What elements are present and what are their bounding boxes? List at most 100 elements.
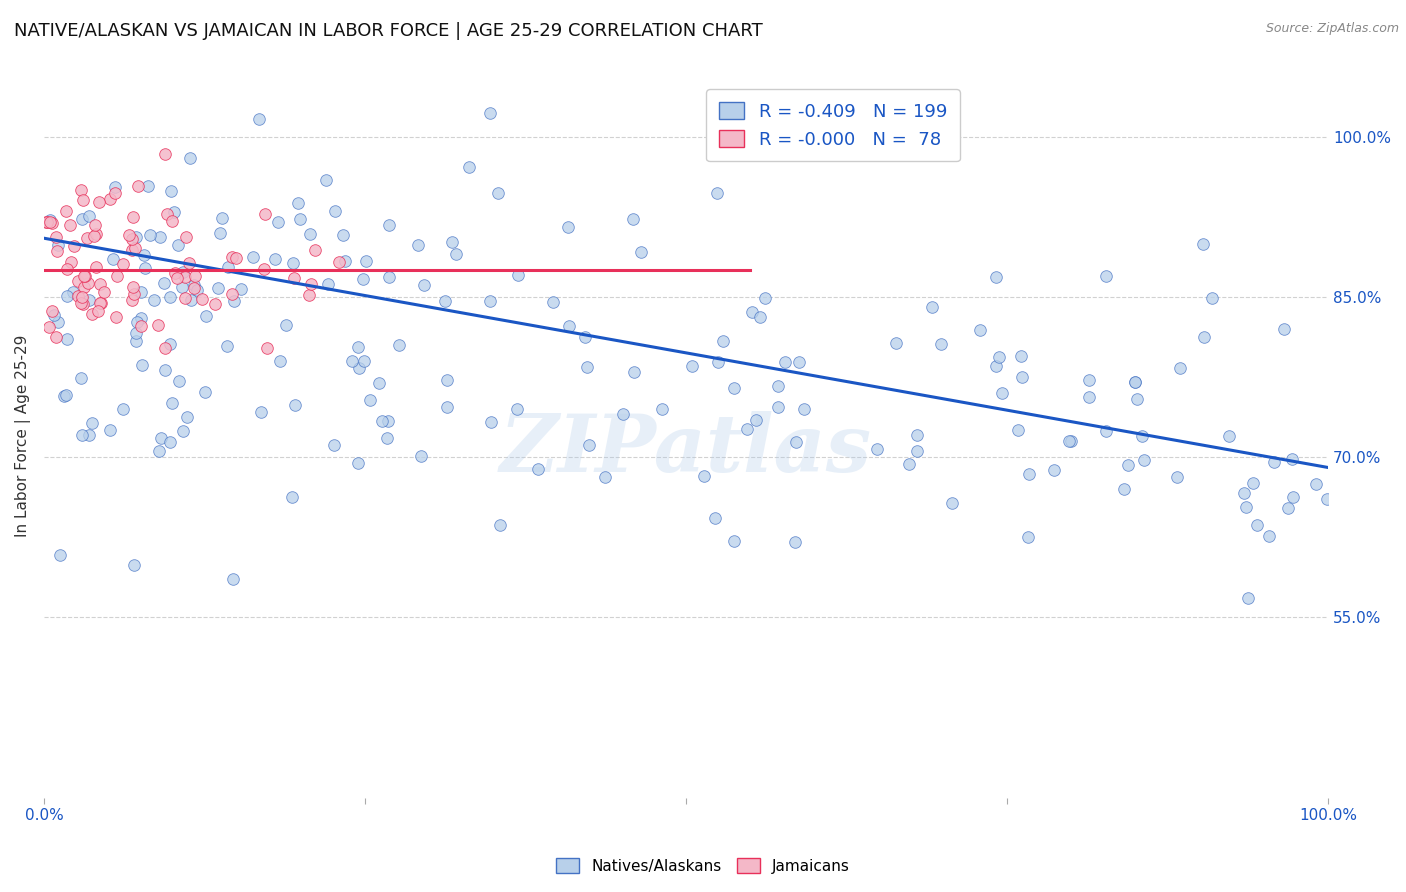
- Point: [53, 389, 76, 403]
- Point: [231, 282, 253, 296]
- Point: [204, 296, 226, 310]
- Point: [174, 269, 197, 284]
- Point: [768, 379, 790, 393]
- Point: [354, 254, 377, 268]
- Point: [167, 374, 190, 388]
- Point: [172, 424, 194, 438]
- Point: [527, 461, 550, 475]
- Point: [575, 360, 598, 375]
- Point: [35, 215, 58, 229]
- Point: [221, 250, 243, 264]
- Point: [984, 269, 1007, 284]
- Point: [225, 251, 247, 265]
- Point: [1237, 591, 1260, 605]
- Point: [693, 469, 716, 483]
- Point: [253, 261, 276, 276]
- Point: [263, 252, 285, 266]
- Point: [129, 285, 152, 299]
- Point: [134, 260, 156, 275]
- Point: [124, 241, 146, 255]
- Point: [184, 268, 207, 283]
- Point: [1126, 392, 1149, 407]
- Point: [787, 355, 810, 369]
- Point: [67, 274, 90, 288]
- Point: [152, 276, 174, 290]
- Point: [785, 534, 807, 549]
- Point: [1277, 501, 1299, 516]
- Point: [87, 304, 110, 318]
- Point: [125, 326, 148, 340]
- Point: [72, 297, 94, 311]
- Point: [921, 300, 943, 314]
- Point: [127, 178, 149, 193]
- Point: [287, 196, 309, 211]
- Point: [172, 280, 194, 294]
- Point: [375, 430, 398, 444]
- Point: [444, 246, 467, 260]
- Point: [905, 428, 928, 442]
- Point: [42, 308, 65, 322]
- Point: [1132, 453, 1154, 467]
- Point: [630, 245, 652, 260]
- Point: [176, 230, 198, 244]
- Point: [1017, 531, 1039, 545]
- Point: [506, 268, 529, 282]
- Point: [165, 266, 187, 280]
- Point: [1316, 492, 1339, 507]
- Point: [55, 332, 77, 346]
- Point: [681, 359, 703, 373]
- Point: [35, 215, 58, 229]
- Point: [1305, 476, 1327, 491]
- Point: [371, 413, 394, 427]
- Point: [457, 160, 479, 174]
- Point: [323, 438, 346, 452]
- Point: [299, 277, 322, 292]
- Point: [83, 228, 105, 243]
- Point: [112, 402, 135, 417]
- Point: [56, 261, 79, 276]
- Point: [283, 270, 305, 285]
- Point: [623, 365, 645, 379]
- Point: [70, 289, 93, 303]
- Point: [221, 572, 243, 586]
- Point: [150, 431, 173, 445]
- Point: [177, 256, 200, 270]
- Point: [221, 287, 243, 301]
- Point: [1281, 451, 1303, 466]
- Point: [593, 470, 616, 484]
- Point: [104, 179, 127, 194]
- Point: [41, 303, 63, 318]
- Point: [173, 291, 195, 305]
- Point: [183, 280, 205, 294]
- Point: [969, 323, 991, 337]
- Point: [1123, 375, 1146, 389]
- Point: [388, 338, 411, 352]
- Point: [735, 422, 758, 436]
- Point: [249, 405, 271, 419]
- Point: [163, 205, 186, 219]
- Point: [186, 283, 208, 297]
- Point: [122, 287, 145, 301]
- Legend: R = -0.409   N = 199, R = -0.000   N =  78: R = -0.409 N = 199, R = -0.000 N = 78: [706, 89, 960, 161]
- Point: [159, 184, 181, 198]
- Point: [793, 401, 815, 416]
- Point: [1194, 330, 1216, 344]
- Point: [318, 277, 340, 291]
- Point: [1095, 424, 1118, 438]
- Point: [346, 341, 368, 355]
- Point: [160, 213, 183, 227]
- Point: [1246, 517, 1268, 532]
- Point: [368, 376, 391, 390]
- Point: [89, 277, 111, 291]
- Point: [749, 310, 772, 324]
- Point: [941, 496, 963, 510]
- Point: [38, 319, 60, 334]
- Point: [1018, 467, 1040, 481]
- Point: [347, 360, 370, 375]
- Point: [46, 238, 69, 252]
- Point: [222, 294, 245, 309]
- Point: [359, 393, 381, 408]
- Point: [332, 227, 354, 242]
- Point: [340, 354, 363, 368]
- Point: [38, 214, 60, 228]
